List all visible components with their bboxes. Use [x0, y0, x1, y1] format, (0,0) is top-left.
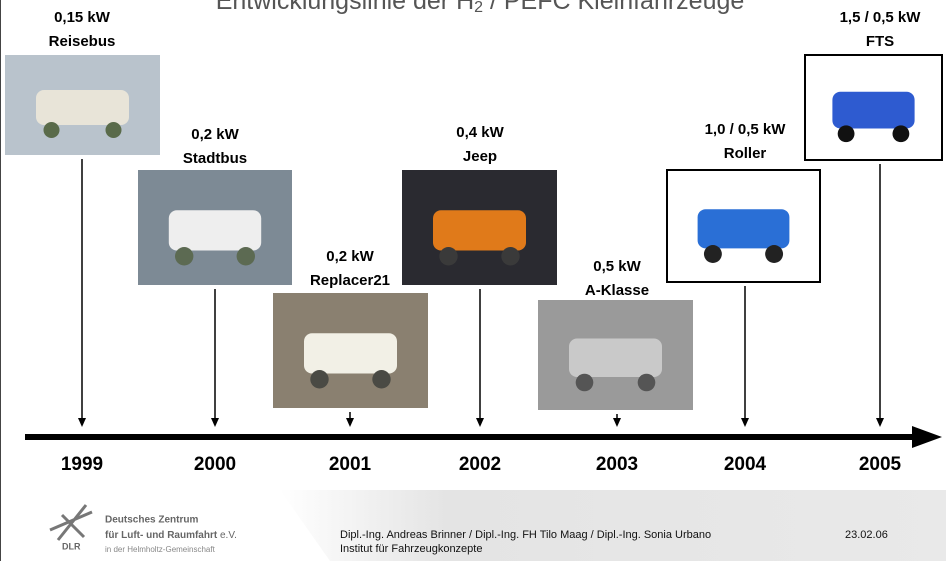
- slide: Entwicklungslinie der H2 / PEFC Kleinfah…: [0, 0, 946, 561]
- year-label: 1999: [61, 454, 103, 475]
- dlr-logo: DLR Deutsches Zentrum für Luft- und Raum…: [50, 505, 237, 554]
- item-power: 0,2 kW: [191, 126, 239, 143]
- year-arrowhead: [78, 418, 86, 427]
- year-label: 2005: [859, 454, 902, 475]
- slide-title: Entwicklungslinie der H2 / PEFC Kleinfah…: [216, 0, 745, 16]
- year-arrowhead: [476, 418, 484, 427]
- item-power: 1,5 / 0,5 kW: [840, 9, 922, 26]
- item-vehicle: A-Klasse: [585, 282, 649, 299]
- photo-vehicle-body: [698, 209, 790, 248]
- logo-line2-text: für Luft- und Raumfahrt: [105, 530, 218, 541]
- photo-vehicle-body: [36, 90, 129, 125]
- item-power: 0,15 kW: [54, 9, 111, 26]
- item-vehicle: Jeep: [463, 148, 497, 165]
- timeline-arrowhead: [912, 426, 942, 448]
- item-power: 0,5 kW: [593, 258, 641, 275]
- photo-wheel: [372, 370, 390, 388]
- year-arrowhead: [876, 418, 884, 427]
- logo-suffix: e.V.: [220, 530, 237, 541]
- item-power: 0,2 kW: [326, 248, 374, 265]
- photo-wheel: [44, 122, 60, 138]
- photo-wheel: [704, 245, 722, 263]
- footer-institute: Institut für Fahrzeugkonzepte: [340, 543, 482, 555]
- photo-wheel: [237, 247, 255, 265]
- title-main: Entwicklungslinie der H: [216, 0, 474, 15]
- footer-date: 23.02.06: [845, 529, 888, 541]
- item-vehicle: Stadtbus: [183, 150, 247, 167]
- year-label: 2001: [329, 454, 372, 475]
- item-vehicle: Reisebus: [49, 33, 116, 50]
- photo-vehicle-body: [433, 210, 526, 250]
- logo-line1: Deutsches Zentrum: [105, 515, 198, 526]
- photo-wheel: [765, 245, 783, 263]
- photo-wheel: [439, 247, 457, 265]
- item-power: 1,0 / 0,5 kW: [705, 121, 787, 138]
- logo-line2: für Luft- und Raumfahrt e.V.: [105, 530, 237, 541]
- logo-line3: in der Helmholtz-Gemeinschaft: [105, 545, 216, 554]
- title-rest: / PEFC Kleinfahrzeuge: [483, 0, 744, 15]
- photo-vehicle-body: [304, 333, 397, 373]
- item-power: 0,4 kW: [456, 124, 504, 141]
- photo-wheel: [576, 374, 594, 392]
- logo-mark: DLR: [62, 541, 81, 551]
- logo-icon: [50, 505, 92, 540]
- year-arrowhead: [741, 418, 749, 427]
- photo-vehicle-body: [832, 92, 914, 129]
- year-arrowhead: [346, 418, 354, 427]
- year-label: 2000: [194, 454, 236, 475]
- photo-wheel: [893, 125, 910, 142]
- photo-wheel: [310, 370, 328, 388]
- photo-wheel: [501, 247, 519, 265]
- photo-wheel: [175, 247, 193, 265]
- item-vehicle: Replacer21: [310, 272, 390, 289]
- year-arrowhead: [613, 418, 621, 427]
- footer-authors: Dipl.-Ing. Andreas Brinner / Dipl.-Ing. …: [340, 529, 711, 541]
- year-label: 2004: [724, 454, 767, 475]
- year-label: 2003: [596, 454, 638, 475]
- item-vehicle: Roller: [724, 145, 767, 162]
- photo-vehicle-body: [569, 339, 662, 378]
- photo-wheel: [106, 122, 122, 138]
- item-vehicle: FTS: [866, 33, 894, 50]
- photo-vehicle-body: [169, 210, 261, 250]
- year-label: 2002: [459, 454, 501, 475]
- photo-wheel: [638, 374, 656, 392]
- photo-wheel: [838, 125, 855, 142]
- timeline-items: 0,15 kW Reisebus 1999 0,2 kW Stadtbus 2000 0,2…: [5, 9, 942, 475]
- year-arrowhead: [211, 418, 219, 427]
- title-subscript: 2: [474, 0, 483, 16]
